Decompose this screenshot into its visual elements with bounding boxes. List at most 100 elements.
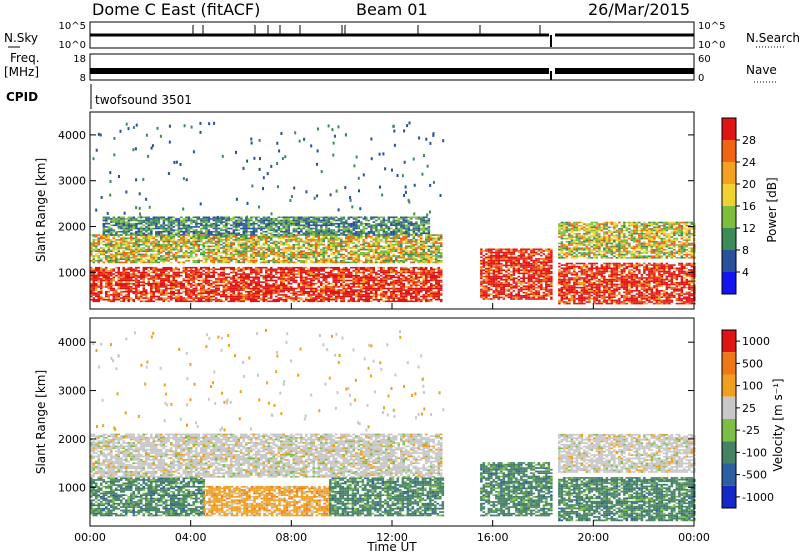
heatmap-cell (163, 221, 166, 223)
heatmap-cell (390, 293, 393, 295)
heatmap-cell (145, 283, 148, 285)
heatmap-cell (408, 257, 411, 259)
heatmap-cell (295, 291, 298, 293)
heatmap-cell (380, 270, 383, 272)
heatmap-cell (225, 258, 228, 260)
heatmap-cell (340, 278, 343, 280)
heatmap-cell (393, 277, 396, 279)
heatmap-cell (210, 250, 213, 252)
heatmap-cell (300, 288, 303, 290)
heatmap-cell (395, 289, 398, 291)
heatmap-cell (163, 257, 166, 259)
heatmap-cell (150, 218, 153, 220)
heatmap-cell (130, 217, 133, 219)
heatmap-cell (288, 286, 291, 288)
heatmap-cell (428, 239, 431, 241)
heatmap-cell (133, 238, 136, 240)
heatmap-cell (255, 285, 258, 287)
heatmap-cell (110, 242, 113, 244)
heatmap-cell (163, 225, 166, 227)
heatmap-cell (203, 281, 206, 283)
heatmap-cell (205, 293, 208, 295)
heatmap-cell (110, 294, 113, 296)
heatmap-cell (418, 242, 421, 244)
heatmap-cell (365, 286, 368, 288)
heatmap-cell (175, 254, 178, 256)
heatmap-cell (375, 238, 378, 240)
heatmap-cell (173, 238, 176, 240)
heatmap-cell (275, 273, 278, 275)
heatmap-cell (103, 262, 106, 264)
heatmap-cell (433, 258, 436, 260)
heatmap-cell (93, 234, 96, 236)
heatmap-cell (113, 289, 116, 291)
heatmap-cell (358, 281, 361, 283)
heatmap-cell (283, 236, 286, 238)
heatmap-cell (188, 277, 191, 279)
heatmap-cell (178, 289, 181, 291)
heatmap-cell (280, 277, 283, 279)
heatmap-cell (428, 236, 431, 238)
freq-unit: [MHz] (4, 65, 39, 79)
heatmap-cell (220, 280, 223, 282)
heatmap-cell (185, 270, 188, 272)
nsearch-tick-bottom: 10^0 (698, 40, 725, 51)
heatmap-cell (198, 260, 201, 262)
heatmap-cell (133, 299, 136, 301)
heatmap-cell (158, 296, 161, 298)
heatmap-cell (128, 269, 131, 271)
heatmap-cell (215, 231, 218, 233)
heatmap-cell (410, 258, 413, 260)
heatmap-cell (195, 246, 198, 248)
heatmap-cell (118, 278, 121, 280)
heatmap-cell (120, 291, 123, 293)
heatmap-cell (133, 250, 136, 252)
heatmap-cell (148, 225, 151, 227)
heatmap-cell (145, 221, 148, 223)
heatmap-cell (303, 257, 306, 259)
heatmap-cell (155, 299, 158, 301)
heatmap-cell (310, 249, 313, 251)
heatmap-cell (123, 299, 126, 301)
heatmap-cell (405, 260, 408, 262)
heatmap-cell (173, 244, 176, 246)
heatmap-cell (110, 299, 113, 301)
heatmap-cell (258, 247, 261, 249)
heatmap-cell (150, 283, 153, 285)
heatmap-cell (380, 269, 383, 271)
heatmap-cell (158, 289, 161, 291)
heatmap-cell (310, 270, 313, 272)
heatmap-cell (288, 269, 291, 271)
heatmap-cell (243, 249, 246, 251)
heatmap-cell (138, 238, 141, 240)
heatmap-cell (425, 297, 428, 299)
heatmap-cell (208, 273, 211, 275)
heatmap-cell (160, 258, 163, 260)
heatmap-cell (183, 228, 186, 230)
heatmap-cell (373, 285, 376, 287)
heatmap-cell (295, 280, 298, 282)
heatmap-cell (298, 249, 301, 251)
heatmap-cell (228, 238, 231, 240)
heatmap-cell (140, 258, 143, 260)
heatmap-cell (135, 294, 138, 296)
heatmap-cell (308, 246, 311, 248)
heatmap-cell (93, 241, 96, 243)
heatmap-cell (338, 239, 341, 241)
heatmap-cell (430, 236, 433, 238)
heatmap-cell (183, 257, 186, 259)
heatmap-cell (190, 238, 193, 240)
heatmap-cell (145, 275, 148, 277)
heatmap-cell (115, 291, 118, 293)
heatmap-cell (318, 241, 321, 243)
heatmap-cell (440, 273, 443, 275)
heatmap-cell (430, 267, 433, 269)
heatmap-cell (355, 281, 358, 283)
heatmap-cell (385, 238, 388, 240)
heatmap-cell (235, 299, 238, 301)
heatmap-cell (383, 236, 386, 238)
heatmap-cell (333, 244, 336, 246)
heatmap-cell (270, 236, 273, 238)
heatmap-cell (168, 246, 171, 248)
heatmap-cell (413, 283, 416, 285)
